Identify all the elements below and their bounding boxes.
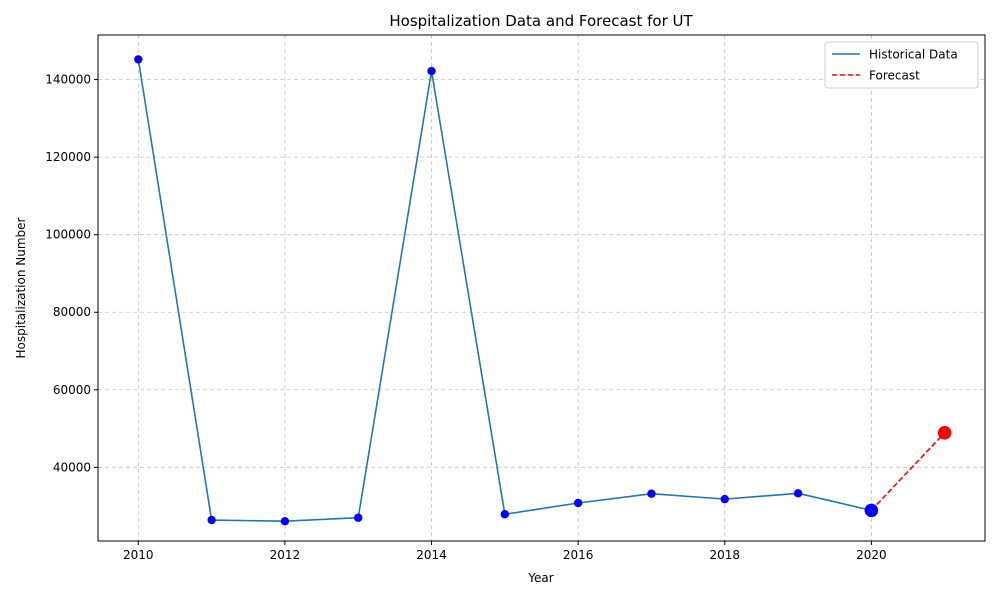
x-tick-label: 2018 xyxy=(709,548,740,562)
y-tick-label: 40000 xyxy=(53,460,91,474)
y-axis-label: Hospitalization Number xyxy=(14,217,28,358)
legend-box xyxy=(824,41,979,89)
historical-data-point xyxy=(500,510,510,519)
grid xyxy=(98,35,985,541)
historical-data-point xyxy=(354,513,363,522)
historical-data-point xyxy=(134,55,143,64)
y-tick-label: 140000 xyxy=(45,73,91,87)
y-tick-label: 60000 xyxy=(53,383,91,397)
x-tick-label: 2016 xyxy=(563,548,594,562)
historical-data-point xyxy=(573,498,583,508)
highlight-data-point xyxy=(864,503,879,518)
x-tick-label: 2020 xyxy=(856,548,887,562)
highlight-data-point xyxy=(937,426,952,440)
historical-data-point xyxy=(720,494,729,504)
x-tick-label: 2012 xyxy=(270,548,301,562)
historical-data-point xyxy=(793,489,803,498)
historical-data-point xyxy=(647,489,656,498)
legend: Historical Data Forecast xyxy=(824,41,979,89)
forecast-series-line xyxy=(870,432,946,511)
y-tick-label: 80000 xyxy=(53,305,91,319)
series-layer xyxy=(134,55,952,526)
legend-forecast-label: Forecast xyxy=(869,69,920,83)
legend-historical-label: Historical Data xyxy=(869,48,958,62)
x-axis-label: Year xyxy=(527,571,553,585)
chart-title: Hospitalization Data and Forecast for UT xyxy=(389,12,693,30)
x-tick-label: 2010 xyxy=(123,548,154,562)
plot-area xyxy=(97,34,986,542)
x-tick-label: 2014 xyxy=(416,548,447,562)
historical-data-point xyxy=(427,66,436,76)
historical-series-line xyxy=(137,59,872,523)
historical-data-point xyxy=(207,515,216,525)
y-tick-label: 100000 xyxy=(45,228,91,242)
historical-data-point xyxy=(280,517,290,526)
y-tick-label: 120000 xyxy=(45,150,91,164)
axis-ticks: 2010 2012 2014 2016 2018 2020 40000 60000 80000 1… xyxy=(45,73,886,562)
